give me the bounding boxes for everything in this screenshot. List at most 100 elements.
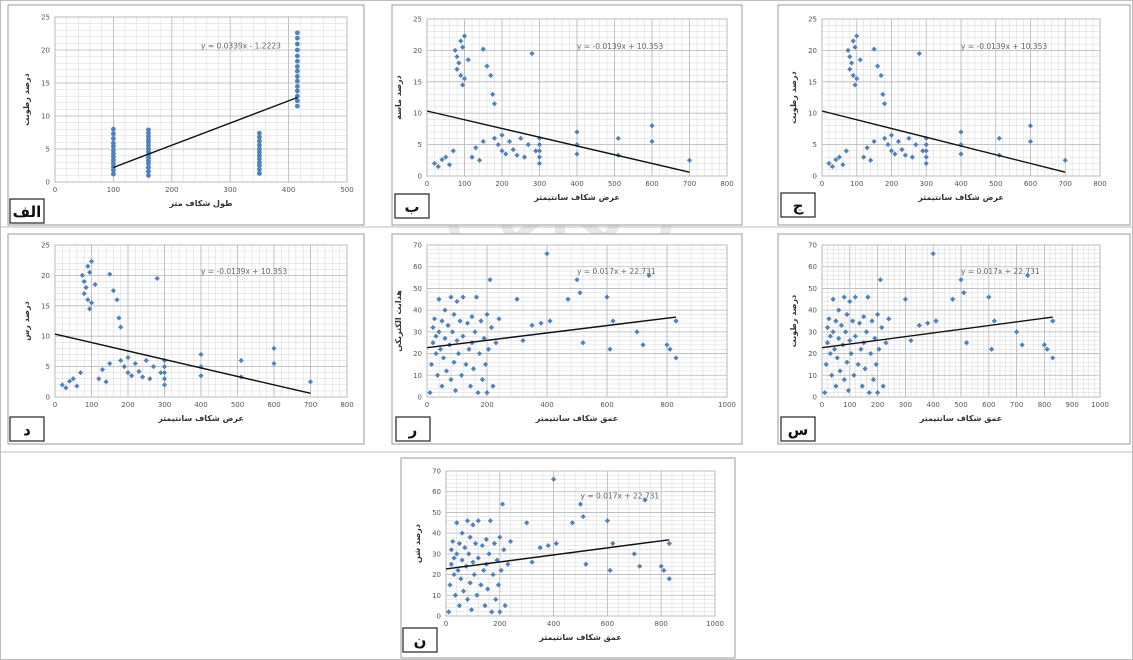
data-point: [294, 78, 300, 84]
data-point: [294, 35, 300, 41]
data-point: [442, 335, 448, 341]
data-point: [454, 337, 460, 344]
data-point: [838, 322, 845, 328]
y-axis-title: درصد رطوبت: [789, 295, 798, 347]
data-point: [845, 47, 851, 53]
data-point: [545, 542, 551, 549]
data-point: [961, 290, 967, 296]
x-tick-label: 0: [820, 401, 824, 409]
data-point: [878, 72, 884, 79]
data-point: [892, 151, 898, 157]
grid: [54, 16, 348, 183]
data-point: [876, 346, 882, 352]
data-point: [1044, 346, 1050, 352]
data-point: [482, 603, 488, 609]
data-point: [483, 536, 489, 542]
grid: [54, 244, 348, 398]
data-point: [852, 294, 858, 300]
data-point: [505, 561, 511, 567]
data-point: [257, 149, 262, 155]
data-point: [640, 342, 646, 348]
data-point: [257, 156, 262, 162]
y-tick-label: 0: [46, 179, 50, 187]
data-point: [485, 346, 492, 352]
data-point: [847, 66, 853, 72]
data-point: [271, 345, 277, 351]
data-point: [451, 555, 457, 561]
y-tick-label: 0: [418, 394, 422, 402]
data-point: [885, 142, 891, 148]
data-point: [99, 367, 106, 373]
data-point: [520, 337, 526, 344]
data-point: [294, 88, 300, 94]
y-tick-label: 10: [413, 372, 422, 380]
data-point: [111, 131, 116, 137]
data-point: [950, 296, 956, 302]
data-point: [923, 142, 929, 148]
data-point: [294, 83, 300, 89]
x-tick-label: 300: [533, 180, 546, 188]
data-point: [475, 518, 481, 524]
data-point: [920, 148, 926, 154]
trendline: [821, 316, 1053, 349]
data-point: [649, 123, 655, 129]
data-point: [607, 567, 613, 574]
data-point: [673, 318, 679, 324]
data-point: [154, 275, 160, 282]
x-tick-label: 800: [340, 401, 353, 409]
data-point: [824, 340, 831, 346]
data-point: [294, 47, 300, 53]
data-point: [464, 596, 471, 603]
data-point: [478, 582, 484, 588]
data-point: [448, 561, 454, 567]
y-tick-label: 10: [41, 113, 50, 121]
data-point: [118, 357, 124, 364]
data-point: [478, 318, 484, 324]
data-point: [916, 322, 922, 328]
y-tick-label: 70: [808, 242, 817, 250]
x-tick-label: 300: [224, 186, 237, 194]
data-point: [454, 66, 460, 72]
data-point: [916, 50, 922, 57]
y-tick-label: 5: [46, 363, 50, 371]
data-point: [456, 540, 463, 547]
x-tick-label: 400: [540, 401, 553, 409]
data-point: [485, 586, 491, 592]
data-point: [487, 277, 493, 283]
data-point: [836, 154, 842, 160]
data-point: [146, 143, 151, 149]
x-tick-label: 600: [267, 401, 280, 409]
data-point: [431, 160, 438, 167]
y-tick-label: 20: [808, 47, 817, 55]
y-tick-label: 5: [813, 141, 817, 149]
data-point: [447, 582, 453, 588]
data-point: [637, 563, 643, 569]
regression-equation: y = 0.017x + 22.731: [577, 267, 656, 276]
data-point: [880, 383, 886, 389]
x-tick-label: 100: [85, 401, 98, 409]
data-point: [445, 322, 451, 328]
data-point: [847, 298, 853, 305]
data-point: [146, 169, 151, 174]
data-point: [491, 540, 498, 547]
data-point: [843, 329, 849, 335]
data-point: [427, 390, 433, 396]
regression-equation: y = -0.0139x + 10.353: [961, 42, 1047, 51]
data-point: [536, 142, 543, 148]
data-point: [257, 163, 262, 168]
y-tick-label: 30: [808, 328, 817, 336]
data-point: [499, 501, 506, 507]
data-point: [958, 129, 964, 135]
data-point: [88, 258, 95, 265]
x-tick-label: 700: [683, 180, 696, 188]
data-point: [448, 547, 454, 553]
data-point: [469, 154, 475, 160]
y-tick-label: 10: [808, 372, 817, 380]
x-tick-label: 600: [645, 180, 658, 188]
data-point: [863, 329, 870, 335]
data-point: [484, 390, 490, 396]
y-tick-label: 40: [413, 307, 422, 315]
x-tick-label: 1000: [718, 401, 736, 409]
data-point: [111, 126, 116, 132]
data-point: [446, 609, 452, 615]
